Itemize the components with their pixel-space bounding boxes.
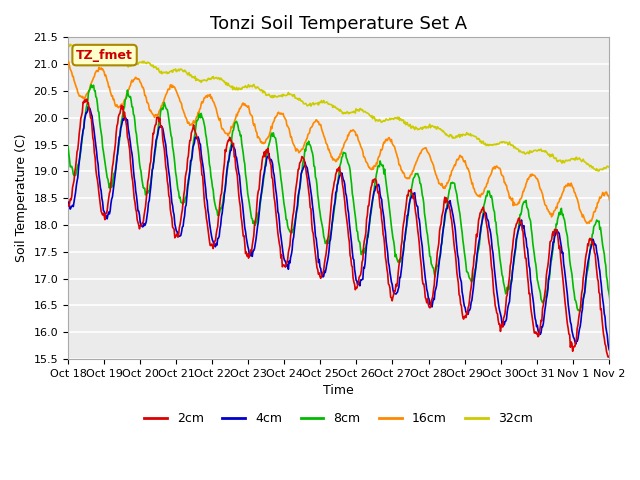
Title: Tonzi Soil Temperature Set A: Tonzi Soil Temperature Set A bbox=[210, 15, 467, 33]
X-axis label: Time: Time bbox=[323, 384, 354, 397]
Y-axis label: Soil Temperature (C): Soil Temperature (C) bbox=[15, 134, 28, 263]
Text: TZ_fmet: TZ_fmet bbox=[76, 48, 133, 61]
Legend: 2cm, 4cm, 8cm, 16cm, 32cm: 2cm, 4cm, 8cm, 16cm, 32cm bbox=[140, 407, 538, 430]
